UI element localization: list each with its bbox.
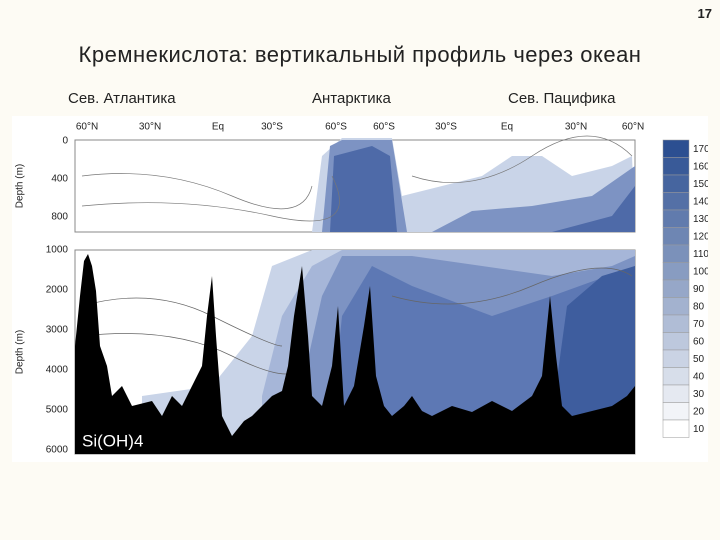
latitude-label: 30°N [139,122,161,133]
topography [75,254,635,454]
colorbar-swatch [662,157,690,176]
section-fill [330,146,635,232]
colorbar-swatch [662,297,690,316]
depth-label: 400 [51,174,68,185]
latitude-label: 30°N [565,122,587,133]
colorbar-swatch [662,367,690,386]
colorbar-swatch [662,174,690,193]
colorbar-swatch [662,139,690,158]
slide-number: 17 [697,6,712,21]
section-fill [552,266,635,416]
region-label: Сев. Атлантика [68,90,176,107]
latitude-label: 60°N [622,122,644,133]
colorbar-label: 30 [693,389,705,400]
axis-label: Depth (m) [15,330,26,374]
colorbar-label: 20 [693,407,705,418]
contour [81,135,633,222]
colorbar-label: 130 [693,214,708,225]
colorbar-label: 150 [693,179,708,190]
colorbar-label: 40 [693,372,705,383]
colorbar-label: 110 [693,249,708,260]
colorbar-label: 160 [693,162,708,173]
latitude-label: 30°S [435,122,457,133]
colorbar-label: 170 [693,144,708,155]
colorbar-label: 50 [693,354,705,365]
latitude-label: 60°N [76,122,98,133]
latitude-label: 60°S [325,122,347,133]
latitude-label: 60°S [373,122,395,133]
colorbar-swatch [662,279,690,298]
colorbar-swatch [662,209,690,228]
depth-label: 6000 [46,445,69,456]
depth-label: 800 [51,212,68,223]
colorbar-swatch [662,332,690,351]
axis-label: Depth (m) [15,164,26,208]
colorbar-swatch [662,402,690,421]
colorbar-swatch [662,384,690,403]
colorbar-swatch [662,192,690,211]
region-label: Антарктика [312,90,391,107]
figure: Si(OH)4 60°N 30°N Eq 30°S 60°S 60°S 30°S Eq 30°N… [12,116,708,462]
depth-label: 1000 [46,245,69,256]
colorbar-swatch [662,262,690,281]
colorbar-label: 70 [693,319,705,330]
depth-label: 2000 [46,285,69,296]
region-label: Сев. Пацифика [508,90,616,107]
depth-label: 0 [62,136,68,147]
colorbar-swatch [662,227,690,246]
latitude-label: Eq [501,122,513,133]
colorbar-label: 80 [693,302,705,313]
latitude-label: Eq [212,122,224,133]
colorbar-label: 60 [693,337,705,348]
colorbar-swatch [662,349,690,368]
colorbar-swatch [662,314,690,333]
colorbar-label: 90 [693,284,705,295]
depth-label: 3000 [46,325,69,336]
colorbar-label: 10 [693,424,705,435]
colorbar-label: 100 [693,267,708,278]
depth-label: 5000 [46,405,69,416]
colorbar-label: 120 [693,232,708,243]
colorbar-swatch [662,419,690,438]
colorbar-swatch [662,244,690,263]
variable-label: Si(OH)4 [82,431,143,450]
slide-title: Кремнекислота: вертикальный профиль чере… [78,42,642,67]
depth-label: 4000 [46,365,69,376]
section-fill [322,140,635,232]
colorbar-label: 140 [693,197,708,208]
latitude-label: 30°S [261,122,283,133]
